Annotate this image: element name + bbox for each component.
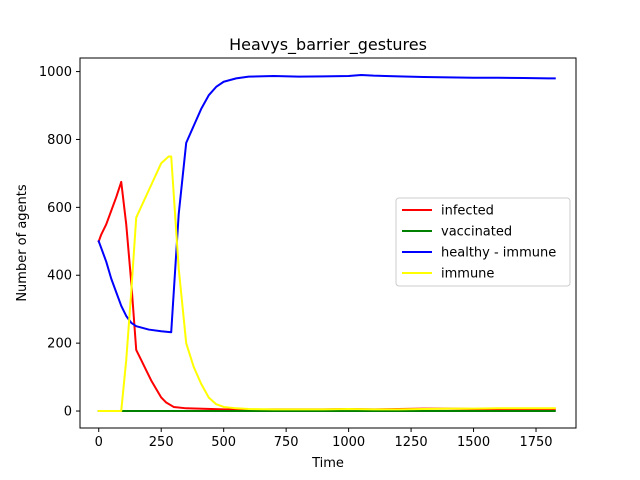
y-tick-label: 1000: [39, 65, 72, 80]
x-axis-label: Time: [311, 456, 344, 471]
legend-items: infected vaccinated healthy - immune immune: [402, 204, 556, 282]
x-tick-label: 250: [149, 435, 174, 450]
y-tick-label: 200: [47, 337, 72, 352]
series-line-healthy-immune: [97, 73, 556, 334]
legend-label: vaccinated: [441, 225, 512, 240]
x-tick-label: 1250: [395, 435, 428, 450]
chart-title: Heavys_barrier_gestures: [229, 35, 427, 55]
x-tick-label: 1500: [457, 435, 490, 450]
x-tick-label: 750: [274, 435, 299, 450]
legend-label: immune: [441, 267, 494, 282]
y-tick-label: 400: [47, 269, 72, 284]
legend: infected vaccinated healthy - immune immune: [395, 197, 571, 287]
x-tick-label: 500: [211, 435, 236, 450]
series-line-immune: [97, 155, 556, 413]
legend-label: healthy - immune: [441, 246, 556, 261]
plot-frame: [79, 57, 577, 429]
y-axis-label: Number of agents: [15, 184, 30, 302]
y-tick-label: 0: [64, 405, 72, 420]
x-tick-label: 0: [95, 435, 103, 450]
x-tick-label: 1750: [519, 435, 552, 450]
y-axis-ticks: 0 200 400 600 800 1000: [39, 65, 80, 420]
plot-lines: [97, 73, 556, 413]
y-tick-label: 800: [47, 133, 72, 148]
x-tick-label: 1000: [332, 435, 365, 450]
legend-label: infected: [441, 204, 494, 219]
x-axis-ticks: 0 250 500 750 1000 1250 1500 1750: [95, 428, 553, 450]
y-tick-label: 600: [47, 201, 72, 216]
legend-box: [395, 197, 571, 287]
